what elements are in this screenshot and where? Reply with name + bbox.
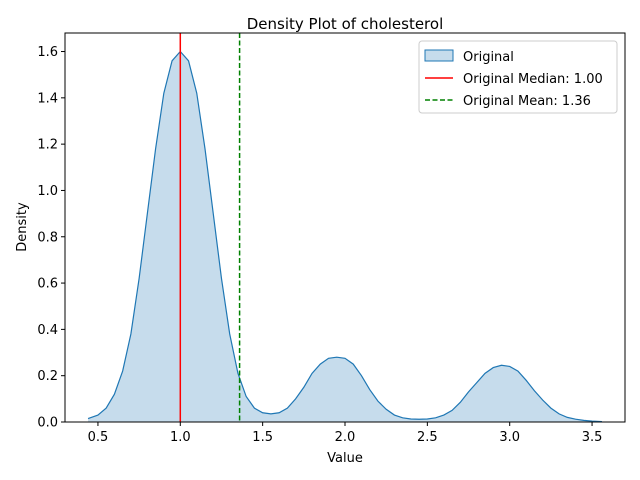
x-tick-label: 3.5	[582, 430, 603, 445]
x-tick-label: 2.5	[417, 430, 438, 445]
legend-label-original: Original	[463, 50, 514, 65]
legend-label-mean: Original Mean: 1.36	[463, 94, 591, 109]
y-tick-label: 1.6	[37, 45, 58, 60]
chart-title: Density Plot of cholesterol	[247, 15, 444, 33]
y-axis-label: Density	[15, 202, 30, 252]
legend-swatch-original	[424, 49, 454, 62]
y-tick-label: 0.8	[37, 230, 58, 245]
plot-area	[87, 33, 602, 423]
y-tick-label: 1.2	[37, 138, 58, 153]
y-axis: 0.0 0.2 0.4 0.6 0.8 1.0 1.2 1.4 1.6	[37, 45, 65, 431]
density-line-0	[87, 50, 602, 423]
legend: Original Original Median: 1.00 Original …	[418, 40, 618, 114]
x-tick-label: 1.0	[170, 430, 191, 445]
legend-label-median: Original Median: 1.00	[463, 72, 603, 87]
x-axis-label: Value	[327, 451, 363, 466]
legend-box	[418, 40, 618, 114]
y-tick-label: 0.4	[37, 323, 58, 338]
y-tick-label: 0.2	[37, 369, 58, 384]
x-tick-label: 0.5	[88, 430, 109, 445]
x-tick-label: 3.0	[499, 430, 520, 445]
x-axis: 0.5 1.0 1.5 2.0 2.5 3.0 3.5	[88, 422, 603, 445]
y-tick-label: 0.6	[37, 277, 58, 292]
y-tick-label: 1.4	[37, 91, 58, 106]
y-tick-label: 1.0	[37, 184, 58, 199]
x-tick-label: 1.5	[252, 430, 273, 445]
x-tick-label: 2.0	[335, 430, 356, 445]
density-area-0	[88, 51, 602, 423]
y-tick-label: 0.0	[37, 416, 58, 431]
